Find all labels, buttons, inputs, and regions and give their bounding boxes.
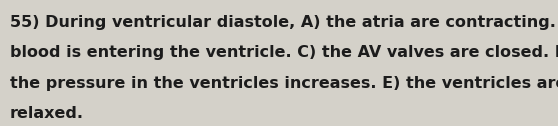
- Text: relaxed.: relaxed.: [10, 106, 84, 121]
- Text: the pressure in the ventricles increases. E) the ventricles are: the pressure in the ventricles increases…: [10, 76, 558, 91]
- Text: blood is entering the ventricle. C) the AV valves are closed. D): blood is entering the ventricle. C) the …: [10, 45, 558, 60]
- Text: 55) During ventricular diastole, A) the atria are contracting. B): 55) During ventricular diastole, A) the …: [10, 15, 558, 30]
